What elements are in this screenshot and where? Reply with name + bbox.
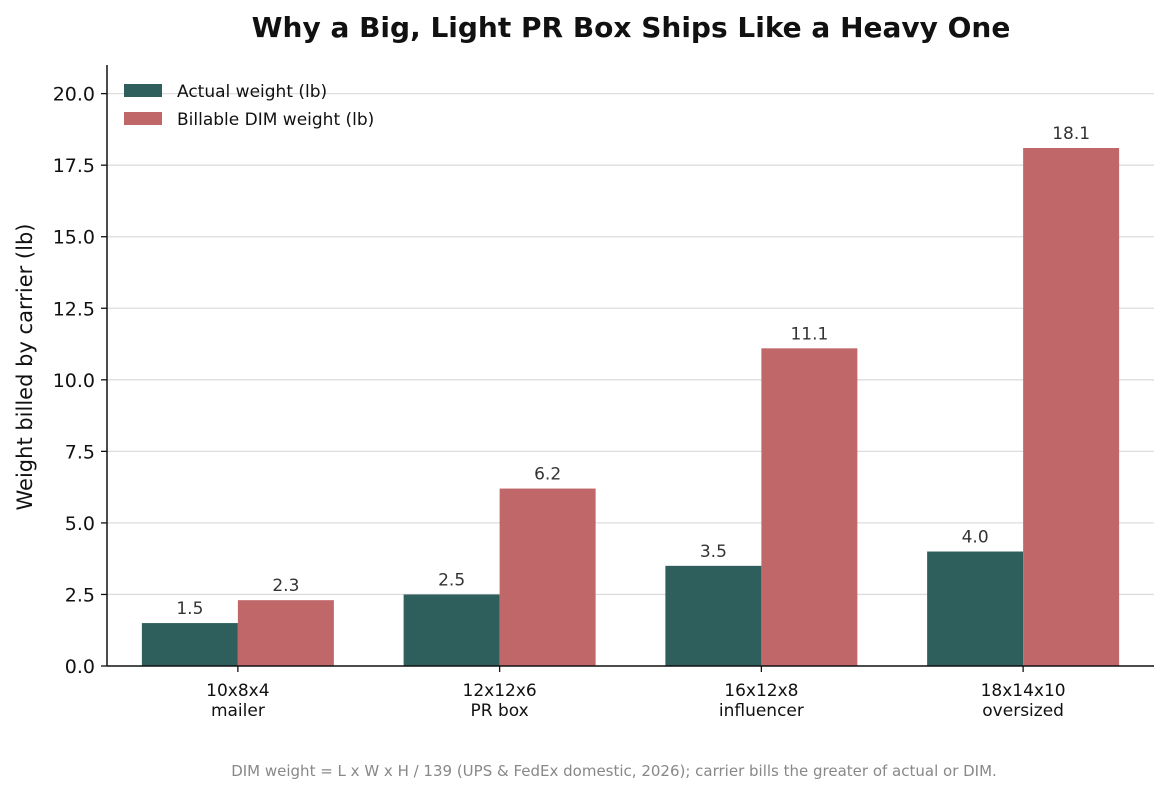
data-label: 4.0: [962, 528, 989, 548]
data-labels: 1.5 2.3 2.5 6.2 3.5 11.1 4.0 18.1: [176, 124, 1090, 619]
bar-dim-0: [237, 600, 334, 666]
legend-swatch: [124, 112, 162, 125]
legend: Actual weight (lb) Billable DIM weight (l…: [124, 82, 374, 130]
y-tick-label: 2.5: [65, 584, 95, 606]
data-label: 11.1: [790, 324, 828, 344]
y-tick-labels: 0.0 2.5 5.0 7.5 10.0 12.5 15.0 17.5 20.0: [53, 84, 95, 678]
footnote: DIM weight = L x W x H / 139 (UPS & FedE…: [231, 762, 997, 780]
x-category-label: mailer: [211, 701, 265, 721]
data-label: 1.5: [176, 599, 203, 619]
y-tick-label: 10.0: [53, 370, 95, 392]
y-tick-label: 20.0: [53, 84, 95, 106]
legend-label: Billable DIM weight (lb): [177, 110, 374, 130]
gridlines: [107, 92, 1154, 596]
x-category-label: 12x12x6: [463, 681, 537, 701]
data-label: 3.5: [700, 542, 727, 562]
x-category-label: PR box: [471, 701, 529, 721]
bar-dim-2: [761, 348, 858, 666]
bar-dim-3: [1023, 147, 1120, 666]
y-tick-label: 7.5: [65, 441, 95, 463]
x-category-label: 16x12x8: [724, 681, 798, 701]
y-tick-label: 12.5: [53, 298, 95, 320]
bar-actual-3: [927, 551, 1024, 666]
data-label: 2.5: [438, 570, 465, 590]
bar-actual-1: [403, 594, 500, 666]
data-label: 2.3: [272, 576, 299, 596]
chart-title: Why a Big, Light PR Box Ships Like a Hea…: [252, 11, 1011, 44]
x-category-label: oversized: [982, 701, 1064, 721]
y-tick-label: 15.0: [53, 227, 95, 249]
y-tick-label: 17.5: [53, 155, 95, 177]
axes: [101, 65, 1154, 672]
legend-swatch: [124, 84, 162, 97]
bar-actual-0: [141, 623, 238, 666]
y-tick-label: 0.0: [65, 656, 95, 678]
bars: [141, 147, 1120, 666]
x-category-label: influencer: [719, 701, 804, 721]
x-category-label: 10x8x4: [206, 681, 269, 701]
x-category-label: 18x14x10: [981, 681, 1066, 701]
legend-label: Actual weight (lb): [177, 82, 327, 102]
y-axis-label: Weight billed by carrier (lb): [13, 224, 37, 511]
bar-actual-2: [665, 565, 762, 666]
bar-dim-1: [499, 488, 596, 666]
y-tick-label: 5.0: [65, 513, 95, 535]
data-label: 18.1: [1052, 124, 1090, 144]
data-label: 6.2: [534, 465, 561, 485]
